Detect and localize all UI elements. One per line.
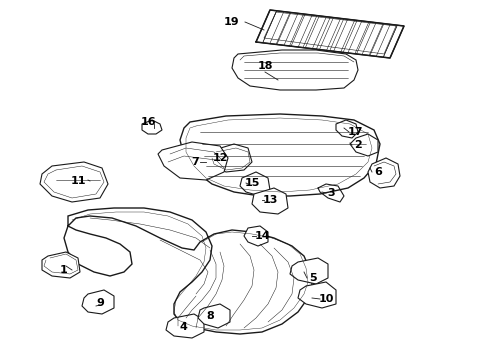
Text: 2: 2 bbox=[354, 140, 362, 150]
Polygon shape bbox=[166, 314, 204, 338]
Text: 9: 9 bbox=[96, 298, 104, 308]
Text: 7: 7 bbox=[191, 157, 199, 167]
Text: 5: 5 bbox=[309, 273, 317, 283]
Polygon shape bbox=[158, 142, 228, 180]
Polygon shape bbox=[256, 10, 404, 58]
Polygon shape bbox=[252, 188, 288, 214]
Polygon shape bbox=[336, 120, 358, 138]
Text: 8: 8 bbox=[206, 311, 214, 321]
Text: 17: 17 bbox=[347, 127, 363, 137]
Text: 13: 13 bbox=[262, 195, 278, 205]
Text: 3: 3 bbox=[327, 188, 335, 198]
Polygon shape bbox=[298, 282, 336, 308]
Text: 10: 10 bbox=[318, 294, 334, 304]
Text: 18: 18 bbox=[257, 61, 273, 71]
Text: 12: 12 bbox=[212, 153, 228, 163]
Polygon shape bbox=[232, 50, 358, 90]
Polygon shape bbox=[368, 158, 400, 188]
Text: 1: 1 bbox=[60, 265, 68, 275]
Text: 14: 14 bbox=[254, 231, 270, 241]
Polygon shape bbox=[64, 208, 312, 334]
Text: 6: 6 bbox=[374, 167, 382, 177]
Polygon shape bbox=[240, 172, 270, 196]
Polygon shape bbox=[82, 290, 114, 314]
Polygon shape bbox=[210, 144, 252, 172]
Text: 4: 4 bbox=[179, 322, 187, 332]
Text: 15: 15 bbox=[245, 178, 260, 188]
Polygon shape bbox=[40, 162, 108, 202]
Polygon shape bbox=[180, 114, 380, 196]
Polygon shape bbox=[42, 252, 80, 278]
Polygon shape bbox=[142, 120, 162, 134]
Text: 11: 11 bbox=[70, 176, 86, 186]
Text: 19: 19 bbox=[223, 17, 239, 27]
Polygon shape bbox=[244, 226, 268, 246]
Polygon shape bbox=[290, 258, 328, 284]
Polygon shape bbox=[198, 304, 230, 328]
Polygon shape bbox=[350, 134, 378, 156]
Text: 16: 16 bbox=[140, 117, 156, 127]
